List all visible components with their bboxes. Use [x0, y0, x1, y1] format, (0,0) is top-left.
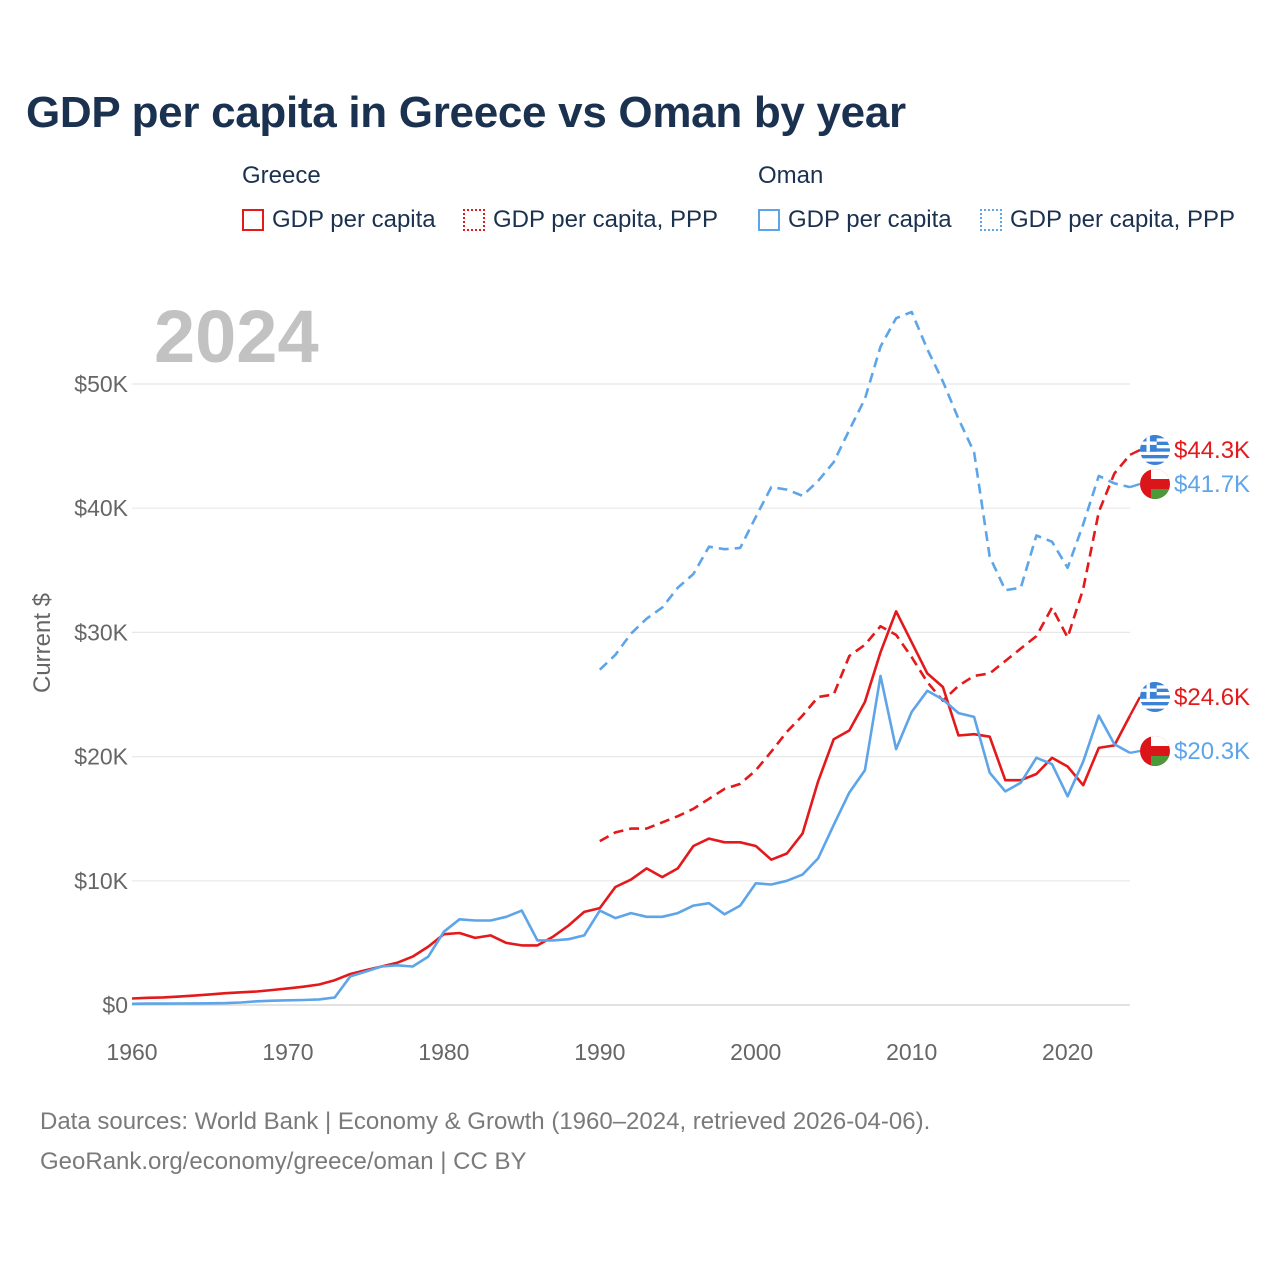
y-axis-label: Current $: [29, 593, 56, 693]
y-tick-label: $50K: [74, 371, 128, 397]
end-value-label: $44.3K: [1174, 437, 1250, 464]
series-line-greece-gdp-per-capita[interactable]: [131, 610, 1132, 1000]
y-tick-label: $30K: [74, 619, 128, 645]
greece-flag-icon: [1140, 435, 1170, 465]
end-value-label: $20.3K: [1174, 738, 1250, 765]
y-tick-label: $20K: [74, 744, 128, 770]
legend-group-oman: Oman: [758, 162, 824, 189]
x-tick-labels: 1960 1970 1980 1990 2000 2010 2020: [106, 1039, 1093, 1065]
x-tick-label: 2000: [730, 1039, 781, 1065]
footer-sources: Data sources: World Bank | Economy & Gro…: [40, 1108, 931, 1135]
legend-group-greece: Greece: [242, 162, 321, 189]
legend-greece-gdp[interactable]: GDP per capita: [242, 204, 436, 236]
legend-swatch-dotted-red: [463, 209, 485, 231]
end-connector: [1128, 696, 1142, 717]
oman-flag-icon: [1140, 469, 1170, 499]
legend-swatch-solid-blue: [758, 209, 780, 231]
y-tick-label: $0: [102, 992, 128, 1018]
end-value-label: $41.7K: [1174, 471, 1250, 498]
footer-attribution: GeoRank.org/economy/greece/oman | CC BY: [40, 1148, 527, 1175]
legend-label: GDP per capita, PPP: [1010, 206, 1235, 233]
y-tick-labels: $0 $10K $20K $30K $40K $50K: [74, 371, 128, 1018]
series-line-greece-gdp-per-capita-ppp[interactable]: [599, 453, 1131, 843]
legend-greece-gdp-ppp[interactable]: GDP per capita, PPP: [463, 204, 718, 236]
x-tick-label: 1960: [106, 1039, 157, 1065]
x-tick-label: 2010: [886, 1039, 937, 1065]
legend-swatch-solid-red: [242, 209, 264, 231]
legend-oman-gdp[interactable]: GDP per capita: [758, 204, 952, 236]
x-tick-label: 1990: [574, 1039, 625, 1065]
x-tick-label: 1980: [418, 1039, 469, 1065]
end-connector: [1129, 482, 1141, 489]
end-connector: [1129, 749, 1141, 755]
x-tick-label: 1970: [262, 1039, 313, 1065]
end-connector: [1129, 448, 1141, 456]
legend-label: GDP per capita, PPP: [493, 206, 718, 233]
legend-label: GDP per capita: [272, 206, 436, 233]
legend-label: GDP per capita: [788, 206, 952, 233]
chart-title: GDP per capita in Greece vs Oman by year: [26, 88, 906, 137]
legend-swatch-dotted-blue: [980, 209, 1002, 231]
y-tick-label: $10K: [74, 868, 128, 894]
series-lines: [131, 310, 1132, 1006]
greece-flag-icon: [1140, 682, 1170, 712]
oman-flag-icon: [1140, 736, 1170, 766]
year-watermark: 2024: [154, 295, 319, 378]
x-tick-label: 2020: [1042, 1039, 1093, 1065]
series-line-oman-gdp-per-capita-ppp[interactable]: [598, 310, 1131, 671]
series-line-oman-gdp-per-capita[interactable]: [131, 674, 1131, 1006]
legend-oman-gdp-ppp[interactable]: GDP per capita, PPP: [980, 204, 1235, 236]
y-tick-label: $40K: [74, 495, 128, 521]
end-value-label: $24.6K: [1174, 684, 1250, 711]
end-labels: $44.3K $41.7K $24.6K $20.3K: [1128, 435, 1250, 766]
